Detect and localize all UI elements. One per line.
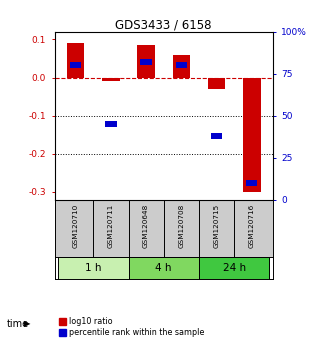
Bar [176,62,187,68]
Legend: log10 ratio, percentile rank within the sample: log10 ratio, percentile rank within the … [59,317,204,337]
Bar [70,62,82,68]
Text: GSM120711: GSM120711 [108,204,114,249]
Bar [208,78,225,89]
Text: GSM120648: GSM120648 [143,204,149,249]
Text: 4 h: 4 h [155,263,172,273]
Bar [211,133,222,139]
Bar [172,55,190,78]
Bar [67,43,84,78]
Bar [243,78,261,192]
Bar [199,257,269,279]
Bar [105,121,117,127]
Text: 24 h: 24 h [222,263,246,273]
Text: GSM120715: GSM120715 [213,204,220,249]
Bar [137,45,155,78]
Text: GSM120708: GSM120708 [178,204,184,249]
Text: 1 h: 1 h [85,263,101,273]
Text: time: time [6,319,29,329]
Bar [102,78,120,81]
Text: GSM120716: GSM120716 [249,204,255,249]
Bar [58,257,128,279]
Text: ▶: ▶ [24,319,30,329]
Bar [128,257,199,279]
Bar [140,59,152,65]
Bar [246,180,257,186]
Text: GSM120710: GSM120710 [73,204,79,249]
Title: GDS3433 / 6158: GDS3433 / 6158 [116,19,212,32]
